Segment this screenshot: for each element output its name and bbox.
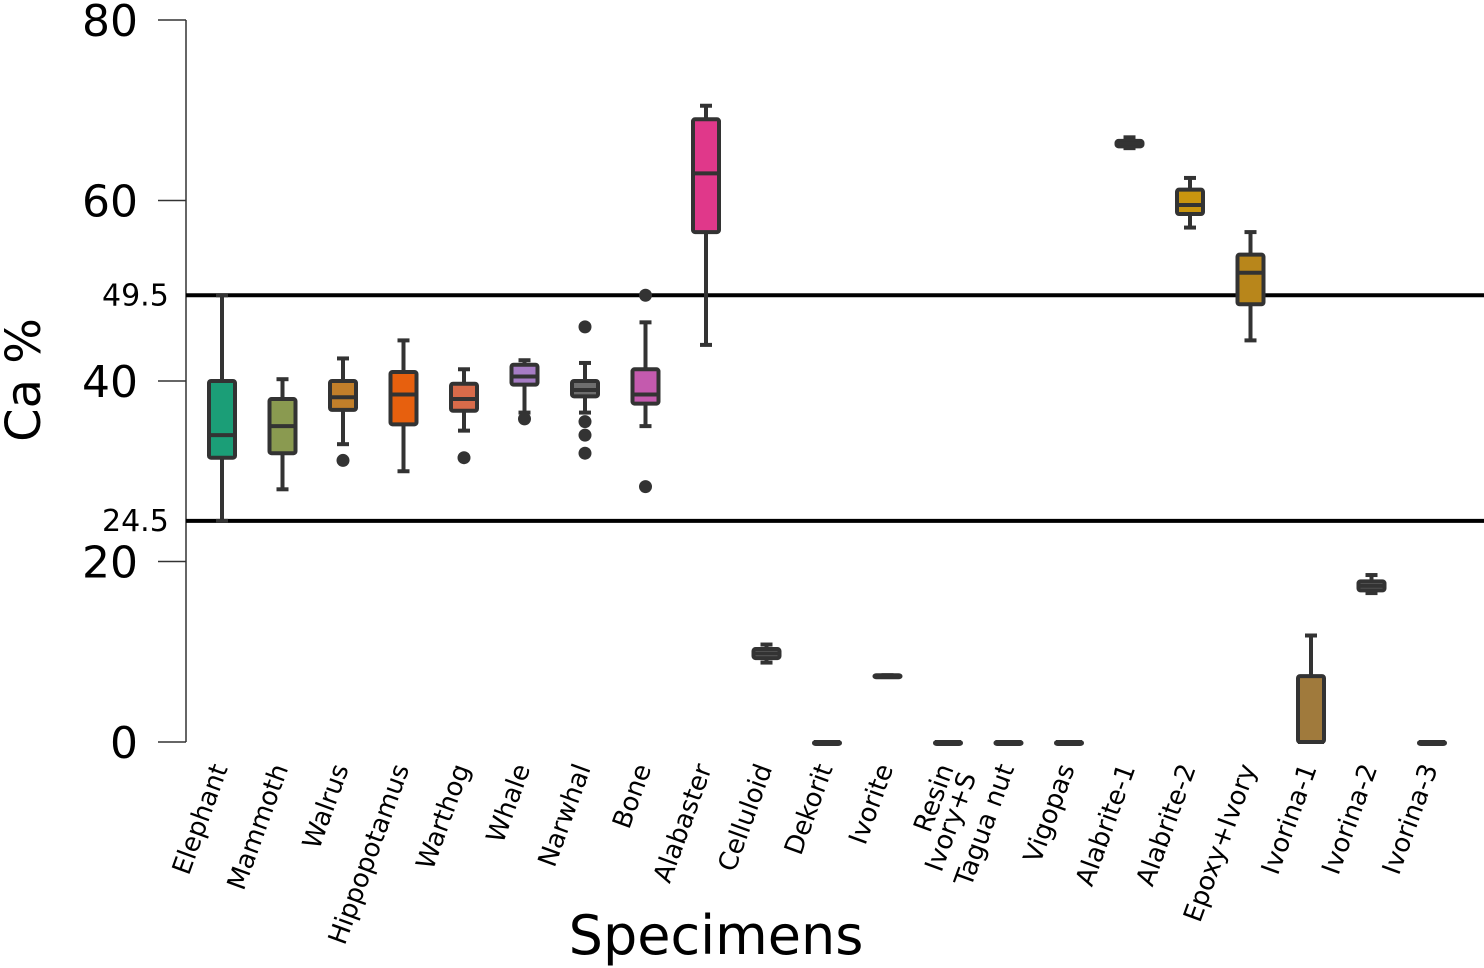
x-category-label: Narwhal [533,760,598,871]
x-category-label: Alabrite-1 [1070,760,1142,890]
outlier-point [578,446,592,460]
x-category-label: Dekorit [779,760,839,859]
x-category-label: Walrus [297,760,355,853]
box-4 [449,367,479,465]
reference-line-label: 49.5 [102,278,169,313]
box-iqr [207,379,237,460]
box-13 [993,740,1024,746]
box-9 [751,642,782,665]
box-iqr [691,117,721,235]
box-iqr [1235,252,1266,307]
box-17 [1235,230,1266,343]
x-category-label: Elephant [167,760,235,879]
y-tick-label: 40 [82,357,138,408]
box-5 [509,358,540,426]
box-iqr [1175,187,1205,217]
outlier-point [639,480,652,494]
y-tick-label: 0 [110,718,138,769]
x-category-label: Celluloid [713,760,779,875]
x-category-label: Warthog [411,760,477,873]
box-iqr [388,369,419,427]
y-tick-label: 20 [82,538,138,589]
y-tick-label: 60 [82,177,138,228]
x-category-label: Mammoth [222,760,295,894]
box-15 [1114,135,1145,151]
reference-lines: 49.5 24.5 [102,278,1484,539]
x-axis-title: Specimens [569,904,864,967]
x-category-label: Ivorina-2 [1316,760,1384,879]
x-category-label: Ivorina-3 [1377,760,1445,879]
x-category-label: Vigopas [1018,760,1081,867]
y-axis: 0 20 40 60 80 [82,0,187,769]
outlier-point [457,451,471,465]
outlier-point [578,320,592,334]
box-iqr [630,367,661,406]
outlier-point [336,453,350,467]
box-18 [1296,633,1326,744]
box-7 [630,288,661,494]
y-axis-title: Ca % [0,318,52,442]
x-category-label: Ivorite [843,760,900,848]
box-1 [267,377,298,492]
outlier-point [639,288,652,302]
x-category-label: Bone [607,760,658,832]
y-tick-label: 80 [82,0,138,47]
outlier-point [578,415,592,429]
outlier-point [518,412,531,426]
boxes [207,103,1447,746]
box-14 [1054,740,1084,746]
x-category-label: Alabrite-2 [1131,760,1203,890]
x-category-label: Alabaster [648,760,719,887]
box-10 [812,740,842,746]
box-2 [328,356,358,467]
box-6 [570,320,600,460]
box-19 [1356,573,1387,596]
box-8 [691,103,721,347]
box-0 [207,293,237,523]
box-16 [1175,175,1205,230]
x-category-label: Whale [481,760,537,847]
box-11 [872,673,903,680]
outlier-point [578,428,592,442]
box-12 [933,740,963,746]
reference-line-label: 24.5 [102,504,169,539]
box-iqr [1296,674,1326,744]
box-20 [1417,740,1447,746]
box-3 [388,338,419,474]
x-category-label: Ivorina-1 [1256,760,1324,879]
